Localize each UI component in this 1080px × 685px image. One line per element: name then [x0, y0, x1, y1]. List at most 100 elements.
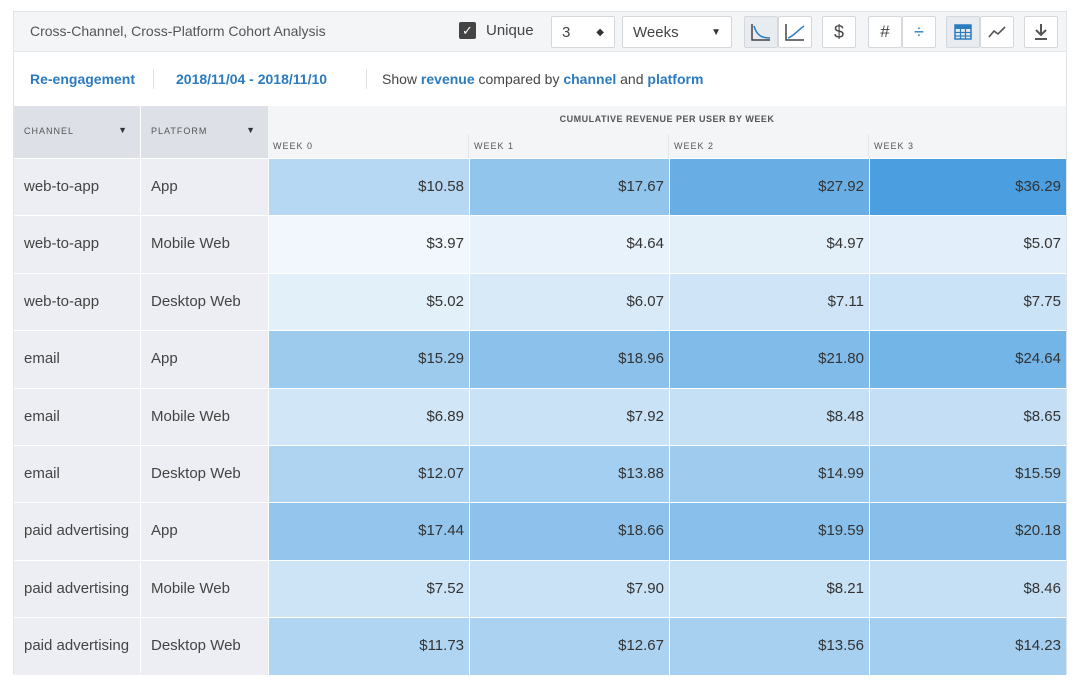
- divider: [153, 69, 154, 89]
- period-unit-select[interactable]: Weeks ▼: [622, 16, 732, 48]
- value-cell: $27.92: [669, 159, 869, 216]
- table-row: email Mobile Web $6.89 $7.92 $8.48 $8.65: [14, 387, 1066, 446]
- growth-curve-button[interactable]: [778, 16, 812, 48]
- decay-curve-button[interactable]: [744, 16, 778, 48]
- value-cell: $6.07: [469, 273, 669, 331]
- week-header: WEEK 3: [868, 134, 1066, 158]
- count-button[interactable]: #: [868, 16, 902, 48]
- value-cell: $6.89: [268, 388, 469, 446]
- value-cell: $14.23: [869, 618, 1066, 676]
- value-cell: $7.75: [869, 273, 1066, 331]
- growth-curve-icon: [785, 24, 805, 41]
- dollar-icon: $: [833, 21, 844, 42]
- metric-selector[interactable]: revenue: [420, 71, 475, 87]
- download-icon: [1035, 24, 1047, 40]
- period-count-select[interactable]: 3 ◆: [551, 16, 615, 48]
- week-header: WEEK 0: [273, 141, 314, 151]
- value-cell: $12.07: [268, 446, 469, 503]
- table-row: email App $15.29 $18.96 $21.80 $24.64: [14, 330, 1066, 389]
- value-cell: $3.97: [268, 216, 469, 274]
- value-cell: $17.44: [268, 503, 469, 561]
- value-cell: $21.80: [669, 331, 869, 389]
- platform-cell: Desktop Web: [141, 273, 268, 331]
- chevron-down-icon: ▼: [711, 26, 721, 38]
- channel-cell: email: [14, 331, 140, 389]
- channel-cell: web-to-app: [14, 273, 140, 331]
- dimension-1-selector[interactable]: channel: [563, 71, 617, 87]
- value-cell: $11.73: [268, 618, 469, 676]
- table-row: web-to-app Mobile Web $3.97 $4.64 $4.97 $5.07: [14, 215, 1066, 274]
- value-cell: $12.67: [469, 618, 669, 676]
- channel-cell: email: [14, 388, 140, 446]
- and-text: and: [620, 71, 644, 87]
- platform-cell: Desktop Web: [141, 618, 268, 676]
- value-cell: $5.07: [869, 216, 1066, 274]
- metric-header-title: CUMULATIVE REVENUE PER USER BY WEEK: [559, 114, 775, 124]
- value-cell: $18.66: [469, 503, 669, 561]
- value-cell: $4.64: [469, 216, 669, 274]
- channel-header-label: CHANNEL: [24, 126, 75, 136]
- stepper-icon: ◆: [596, 26, 604, 38]
- table-row: paid advertising App $17.44 $18.66 $19.59 $20…: [14, 502, 1066, 561]
- value-cell: $7.52: [268, 560, 469, 618]
- unique-label: Unique: [486, 22, 534, 39]
- value-cell: $13.88: [469, 446, 669, 503]
- value-cell: $24.64: [869, 331, 1066, 389]
- value-cell: $15.59: [869, 446, 1066, 503]
- line-chart-icon: [988, 26, 1006, 38]
- cohort-analysis-panel: Cross-Channel, Cross-Platform Cohort Ana…: [13, 11, 1067, 676]
- date-range-selector[interactable]: 2018/11/04 - 2018/11/10: [176, 71, 328, 87]
- week-header: WEEK 2: [668, 134, 868, 158]
- hash-icon: #: [880, 22, 890, 41]
- value-cell: $36.29: [869, 159, 1066, 216]
- query-summary-bar: Re-engagement 2018/11/04 - 2018/11/10 Sh…: [14, 53, 1066, 105]
- value-cell: $8.48: [669, 388, 869, 446]
- compared-by-text: compared by: [478, 71, 560, 87]
- channel-cell: paid advertising: [14, 560, 140, 618]
- event-selector[interactable]: Re-engagement: [30, 71, 136, 87]
- toolbar: Cross-Channel, Cross-Platform Cohort Ana…: [14, 12, 1066, 52]
- metric-header: CUMULATIVE REVENUE PER USER BY WEEK WEEK…: [268, 106, 1066, 158]
- table-row: paid advertising Mobile Web $7.52 $7.90 $8.2…: [14, 559, 1066, 618]
- chevron-down-icon[interactable]: ▼: [118, 125, 128, 135]
- platform-cell: Mobile Web: [141, 388, 268, 446]
- unique-toggle[interactable]: ✓ Unique: [459, 22, 534, 39]
- show-text: Show: [382, 71, 418, 87]
- platform-column-header[interactable]: PLATFORM ▼: [141, 106, 268, 158]
- platform-cell: Mobile Web: [141, 560, 268, 618]
- value-cell: $7.92: [469, 388, 669, 446]
- platform-cell: App: [141, 503, 268, 561]
- dimension-2-selector[interactable]: platform: [647, 71, 704, 87]
- per-user-button[interactable]: ÷: [902, 16, 936, 48]
- decay-curve-icon: [751, 24, 771, 41]
- platform-header-label: PLATFORM: [151, 126, 208, 136]
- currency-button[interactable]: $: [822, 16, 856, 48]
- value-cell: $7.11: [669, 273, 869, 331]
- channel-cell: paid advertising: [14, 618, 140, 676]
- channel-cell: email: [14, 446, 140, 503]
- platform-cell: Desktop Web: [141, 446, 268, 503]
- chart-view-button[interactable]: [980, 16, 1014, 48]
- value-cell: $20.18: [869, 503, 1066, 561]
- platform-cell: Mobile Web: [141, 216, 268, 274]
- divider: [366, 69, 367, 89]
- chevron-down-icon[interactable]: ▼: [246, 125, 256, 135]
- platform-cell: App: [141, 159, 268, 216]
- table-view-button[interactable]: [946, 16, 980, 48]
- value-cell: $8.21: [669, 560, 869, 618]
- period-unit-value: Weeks: [633, 23, 679, 41]
- value-cell: $8.46: [869, 560, 1066, 618]
- value-cell: $18.96: [469, 331, 669, 389]
- value-cell: $14.99: [669, 446, 869, 503]
- table-icon: [954, 24, 972, 40]
- value-cell: $5.02: [268, 273, 469, 331]
- channel-column-header[interactable]: CHANNEL ▼: [14, 106, 140, 158]
- value-cell: $15.29: [268, 331, 469, 389]
- value-cell: $4.97: [669, 216, 869, 274]
- channel-cell: web-to-app: [14, 216, 140, 274]
- download-button[interactable]: [1024, 16, 1058, 48]
- channel-cell: paid advertising: [14, 503, 140, 561]
- query-description: Show revenue compared by channel and pla…: [382, 71, 703, 87]
- unique-checkbox[interactable]: ✓: [459, 22, 476, 39]
- table-row: web-to-app Desktop Web $5.02 $6.07 $7.11 $7.7…: [14, 272, 1066, 331]
